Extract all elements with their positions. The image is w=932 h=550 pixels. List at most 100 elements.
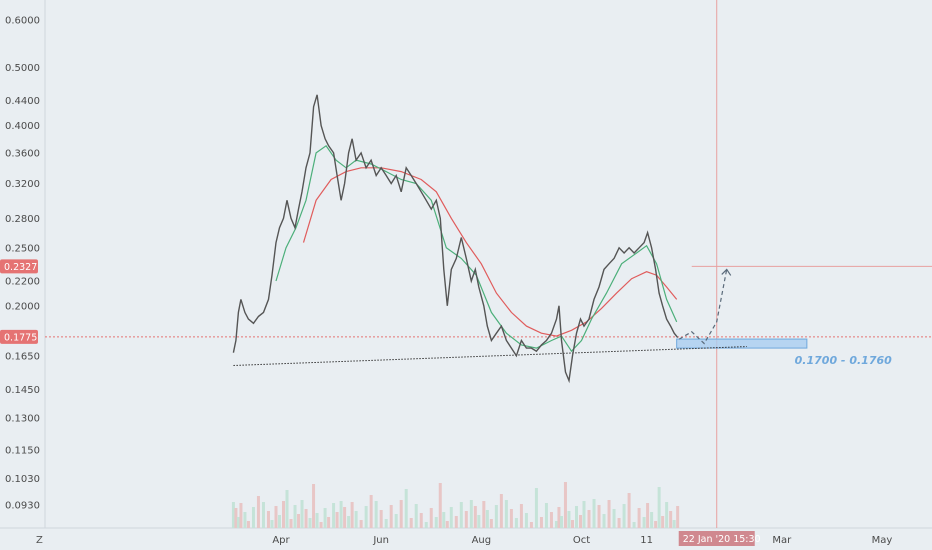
projection-path[interactable] <box>678 269 728 345</box>
volume-bar <box>251 507 255 528</box>
volume-bar <box>308 518 312 528</box>
y-tick-label: 0.0930 <box>5 501 40 512</box>
volume-bar <box>350 502 354 528</box>
volume-bar <box>293 505 297 528</box>
y-tick-label: 0.2800 <box>5 214 40 225</box>
volume-bar <box>549 512 553 528</box>
volume-bar <box>489 519 493 528</box>
volume-bar <box>234 508 238 528</box>
volume-bar <box>587 510 591 528</box>
x-tick-label: Oct <box>573 535 590 546</box>
crosshair-price-badge <box>0 259 38 274</box>
volume-bar <box>297 514 301 528</box>
x-tick-label: 11 <box>640 535 653 546</box>
y-tick-label: 0.1150 <box>5 445 40 456</box>
volume-bar <box>469 500 473 528</box>
support-zone[interactable] <box>676 338 808 349</box>
volume-bar <box>574 506 578 528</box>
volume-bar <box>374 501 378 528</box>
volume-bar <box>243 512 247 528</box>
volume-bar <box>485 510 489 528</box>
volume-bar <box>369 495 373 528</box>
y-tick-label: 0.4000 <box>5 121 40 132</box>
volume-bar <box>464 511 468 528</box>
y-tick-label: 0.3600 <box>5 148 40 159</box>
volume-bar <box>300 500 304 528</box>
volume-bar <box>414 504 418 528</box>
volume-bar <box>256 496 260 528</box>
volume-bar <box>239 503 243 528</box>
volume-bar <box>419 513 423 528</box>
volume-bar <box>389 505 393 528</box>
volume-bar <box>612 509 616 528</box>
volume-bar <box>509 509 513 528</box>
volume-bar <box>438 483 442 528</box>
volume-bar <box>504 500 508 528</box>
y-tick-label: 0.2200 <box>5 277 40 288</box>
volume-bar <box>429 508 433 528</box>
volume-bar <box>384 519 388 528</box>
y-tick-label: 0.2000 <box>5 301 40 312</box>
y-tick-label: 0.3200 <box>5 179 40 190</box>
volume-bar <box>277 515 281 528</box>
volume-bar <box>347 516 351 528</box>
crosshair-time-badge <box>678 531 755 546</box>
volume-bar <box>339 501 343 528</box>
crosshair-time-label: 22 Jan '20 15:30 <box>683 534 761 545</box>
x-tick-label: Mar <box>772 535 792 546</box>
volume-bar <box>607 500 611 528</box>
y-tick-label: 0.1450 <box>5 385 40 396</box>
ma-slow-line <box>302 167 678 337</box>
volume-bar <box>409 518 413 528</box>
volume-bar <box>477 515 481 528</box>
current-price-label: 0.1775 <box>4 332 37 343</box>
volume-bar <box>632 522 636 528</box>
volume-bar <box>557 507 561 528</box>
axis-corner-label[interactable]: Z <box>36 535 43 546</box>
volume-bar <box>578 515 582 528</box>
volume-bar <box>597 505 601 528</box>
volume-bar <box>473 506 477 528</box>
y-tick-label: 0.5000 <box>5 63 40 74</box>
volume-bar <box>449 507 453 528</box>
y-tick-label: 0.4400 <box>5 96 40 107</box>
volume-bar <box>282 501 286 528</box>
volume-bar <box>319 522 323 528</box>
volume-bar <box>454 516 458 528</box>
volume-bar <box>661 516 665 528</box>
projection-arrow-icon <box>721 268 732 276</box>
volume-bar <box>494 505 498 528</box>
volume-bar <box>304 509 308 528</box>
volume-bar <box>327 517 331 528</box>
volume-bar <box>379 510 383 528</box>
volume-bar <box>637 508 641 528</box>
y-tick-label: 0.1650 <box>5 351 40 362</box>
volume-bar <box>654 521 658 528</box>
volume-bar <box>285 490 289 528</box>
volume-bar <box>627 493 631 528</box>
volume-bar <box>404 489 408 528</box>
volume-bar <box>544 503 548 528</box>
volume-bar <box>539 517 543 528</box>
volume-bar <box>359 520 363 528</box>
volume-bar <box>231 502 235 528</box>
volume-bar <box>482 501 486 528</box>
volume-bar <box>650 512 654 528</box>
volume-bar <box>554 521 558 528</box>
volume-bar <box>524 513 528 528</box>
current-price-badge <box>0 329 38 344</box>
volume-bar <box>442 512 446 528</box>
volume-bar <box>270 520 274 528</box>
x-tick-label: Aug <box>472 535 492 546</box>
volume-bar <box>514 518 518 528</box>
volume-bar <box>499 494 503 528</box>
volume-bar <box>529 522 533 528</box>
volume-bar <box>642 517 646 528</box>
volume-bar <box>567 511 571 528</box>
support-zone-label: 0.1700 - 0.1760 <box>795 354 892 367</box>
volume-bar <box>399 500 403 528</box>
x-tick-label: Jun <box>372 535 389 546</box>
volume-bar <box>445 521 449 528</box>
